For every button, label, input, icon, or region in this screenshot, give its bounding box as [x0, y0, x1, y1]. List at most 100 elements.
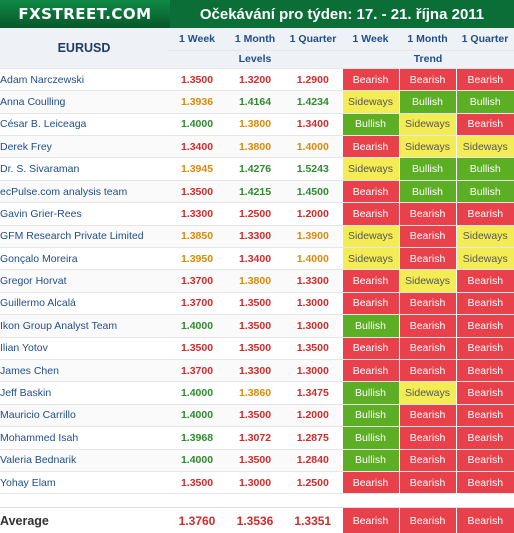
trend-week-badge: Bearish — [341, 202, 399, 226]
level-quarter: 1.4500 — [284, 180, 342, 204]
level-week: 1.3950 — [168, 247, 226, 271]
level-quarter: 1.4000 — [284, 135, 342, 159]
level-quarter: 1.2875 — [284, 426, 342, 450]
table-row: Valeria Bednarik 1.4000 1.3500 1.2840 Bullis… — [0, 449, 514, 472]
analyst-name-link[interactable]: Gregor Horvat — [0, 269, 168, 293]
analyst-name-link[interactable]: Ilian Yotov — [0, 337, 168, 360]
trend-quarter-badge: Bearish — [455, 113, 514, 137]
level-month: 1.2500 — [226, 202, 284, 226]
trend-month-badge: Sideways — [398, 113, 456, 137]
analyst-name-link[interactable]: GFM Research Private Limited — [0, 225, 168, 249]
table-row: Jeff Baskin 1.4000 1.3860 1.3475 Bullish Side… — [0, 381, 514, 405]
level-month: 1.4276 — [226, 157, 284, 181]
analyst-name-link[interactable]: James Chen — [0, 359, 168, 383]
level-month: 1.3500 — [226, 337, 284, 360]
trend-quarter-badge: Bullish — [455, 157, 514, 181]
level-month: 1.3500 — [226, 404, 284, 428]
level-week: 1.3945 — [168, 157, 226, 181]
analyst-name-link[interactable]: Mauricio Carrillo — [0, 404, 168, 428]
trend-week-badge: Sideways — [341, 157, 399, 181]
average-level-week: 1.3760 — [168, 507, 226, 533]
trend-week-badge: Bullish — [341, 314, 399, 338]
level-quarter: 1.5243 — [284, 157, 342, 181]
currency-pair-header: EURUSD — [0, 28, 168, 69]
trend-week-badge: Bullish — [341, 381, 399, 405]
analyst-name-link[interactable]: Mohammed Isah — [0, 426, 168, 450]
analyst-name-link[interactable]: Gonçalo Moreira — [0, 247, 168, 271]
analyst-name-link[interactable]: ecPulse.com analysis team — [0, 180, 168, 204]
trend-month-badge: Bearish — [398, 359, 456, 383]
trend-quarter-badge: Bearish — [455, 381, 514, 405]
analyst-name-link[interactable]: Gavin Grier-Rees — [0, 202, 168, 226]
levels-quarter-header: 1 Quarter — [284, 28, 342, 51]
table-row: Ikon Group Analyst Team 1.4000 1.3500 1.300… — [0, 314, 514, 338]
trend-week-badge: Bearish — [341, 180, 399, 204]
table-row: Mohammed Isah 1.3968 1.3072 1.2875 Bullish Be… — [0, 426, 514, 450]
average-trend-week-badge: Bearish — [341, 507, 399, 533]
level-quarter: 1.2840 — [284, 449, 342, 472]
level-week: 1.3400 — [168, 135, 226, 159]
trend-week-badge: Bullish — [341, 404, 399, 428]
levels-group-header: Levels — [168, 50, 342, 69]
analyst-name-link[interactable]: Guillermo Alcalá — [0, 292, 168, 316]
level-month: 1.4215 — [226, 180, 284, 204]
table-row: Adam Narczewski 1.3500 1.3200 1.2900 Bearish… — [0, 68, 514, 92]
trend-month-badge: Bullish — [398, 90, 456, 114]
trend-group-header: Trend — [342, 50, 514, 69]
trend-quarter-badge: Bearish — [455, 314, 514, 338]
trend-quarter-badge: Bearish — [455, 449, 514, 472]
trend-week-badge: Bullish — [341, 426, 399, 450]
level-week: 1.4000 — [168, 404, 226, 428]
table-row: Ilian Yotov 1.3500 1.3500 1.3500 Bearish Bear… — [0, 337, 514, 360]
trend-week-badge: Bearish — [341, 269, 399, 293]
trend-week-badge: Bearish — [341, 68, 399, 92]
analyst-name-link[interactable]: Ikon Group Analyst Team — [0, 314, 168, 338]
level-month: 1.3800 — [226, 269, 284, 293]
trend-quarter-badge: Bearish — [455, 68, 514, 92]
average-label: Average — [0, 507, 168, 533]
trend-month-badge: Bearish — [398, 449, 456, 472]
analyst-name-link[interactable]: Adam Narczewski — [0, 68, 168, 92]
trend-quarter-badge: Bullish — [455, 180, 514, 204]
spacer-row — [0, 493, 514, 509]
analyst-name-link[interactable]: Valeria Bednarik — [0, 449, 168, 472]
trend-month-badge: Bearish — [398, 426, 456, 450]
trend-week-badge: Sideways — [341, 225, 399, 249]
level-week: 1.3500 — [168, 337, 226, 360]
level-quarter: 1.3500 — [284, 337, 342, 360]
trend-quarter-badge: Bearish — [455, 359, 514, 383]
analyst-name-link[interactable]: Derek Frey — [0, 135, 168, 159]
level-quarter: 1.2500 — [284, 471, 342, 495]
level-quarter: 1.3900 — [284, 225, 342, 249]
level-week: 1.3700 — [168, 292, 226, 316]
level-quarter: 1.2000 — [284, 202, 342, 226]
table-row: Anna Coulling 1.3936 1.4164 1.4234 Sideways B… — [0, 90, 514, 114]
level-month: 1.3300 — [226, 359, 284, 383]
analyst-name-link[interactable]: Dr. S. Sivaraman — [0, 157, 168, 181]
fxstreet-logo[interactable]: FXSTREET.COM — [0, 0, 170, 28]
trend-month-badge: Bullish — [398, 180, 456, 204]
level-month: 1.3500 — [226, 314, 284, 338]
level-quarter: 1.4234 — [284, 90, 342, 114]
trend-week-badge: Bearish — [341, 471, 399, 495]
table-row: César B. Leiceaga 1.4000 1.3800 1.3400 Bulli… — [0, 113, 514, 137]
trend-week-badge: Bearish — [341, 337, 399, 360]
level-month: 1.3400 — [226, 247, 284, 271]
analyst-name-link[interactable]: Anna Coulling — [0, 90, 168, 114]
trend-quarter-badge: Bearish — [455, 292, 514, 316]
trend-week-badge: Bullish — [341, 449, 399, 472]
level-week: 1.3850 — [168, 225, 226, 249]
trend-quarter-badge: Bearish — [455, 471, 514, 495]
trend-month-badge: Sideways — [398, 269, 456, 293]
analyst-name-link[interactable]: César B. Leiceaga — [0, 113, 168, 137]
trend-quarter-badge: Sideways — [455, 225, 514, 249]
analyst-name-link[interactable]: Jeff Baskin — [0, 381, 168, 405]
level-week: 1.3300 — [168, 202, 226, 226]
trend-month-badge: Bearish — [398, 247, 456, 271]
analyst-name-link[interactable]: Yohay Elam — [0, 471, 168, 495]
trend-quarter-badge: Bearish — [455, 426, 514, 450]
trend-week-badge: Bearish — [341, 292, 399, 316]
trend-week-badge: Bearish — [341, 359, 399, 383]
trend-month-badge: Bearish — [398, 292, 456, 316]
